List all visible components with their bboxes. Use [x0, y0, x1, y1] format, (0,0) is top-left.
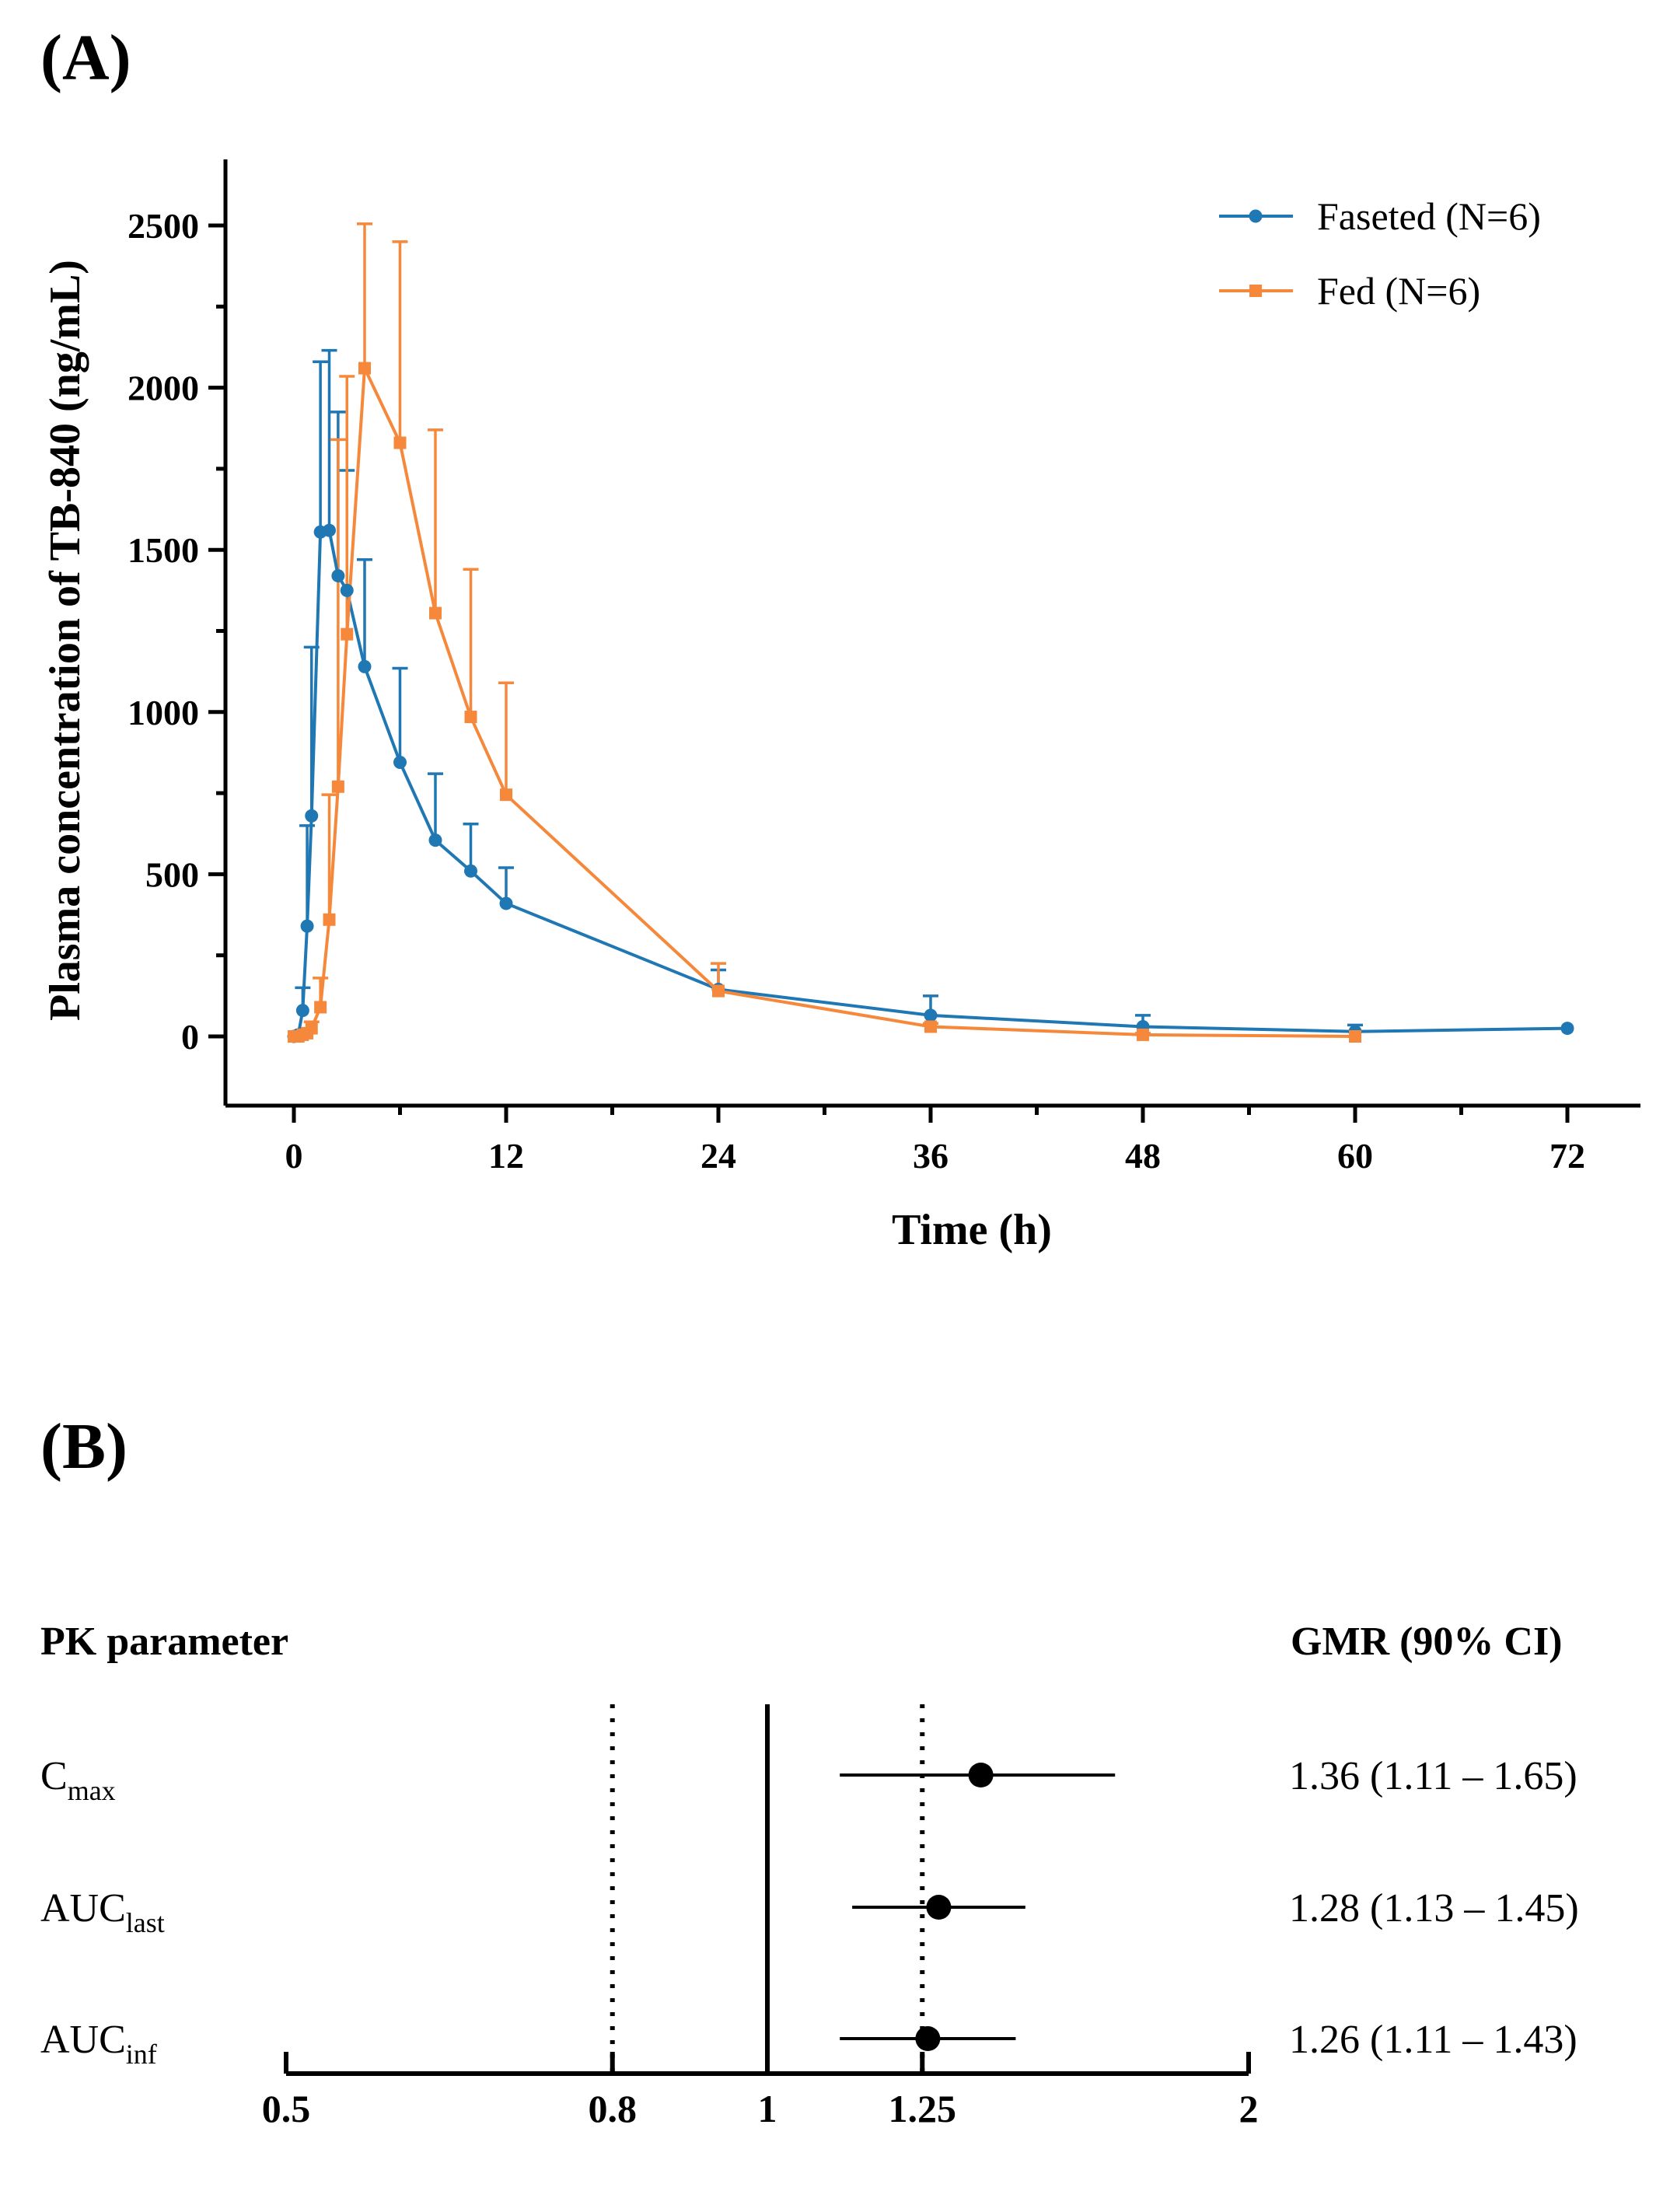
legend-marker-circle	[1249, 209, 1263, 223]
data-point-fasted	[305, 809, 319, 823]
forest-tick-label: 2	[1239, 2087, 1259, 2130]
legend-entry: Faseted (N=6)	[1317, 194, 1541, 238]
y-tick-label: 2000	[128, 369, 199, 408]
data-point-fed	[393, 436, 407, 449]
y-tick-label: 0	[181, 1017, 199, 1057]
x-tick-label: 24	[700, 1136, 736, 1176]
forest-plot: PK parameter GMR (90% CI) Cmax 1.36 (1.11…	[40, 1620, 1579, 2130]
gmr-ci-label: 1.28 (1.13 – 1.45)	[1289, 1886, 1579, 1931]
data-point-fasted	[295, 1004, 309, 1018]
series-line-fasted	[293, 528, 1568, 1038]
row-parameter-label: AUClast	[40, 1886, 165, 1938]
legend-entry: Fed (N=6)	[1317, 269, 1480, 313]
forest-tick-label: 0.8	[588, 2087, 637, 2130]
forest-row: Cmax 1.36 (1.11 – 1.65)	[40, 1754, 1577, 1806]
forest-tick-label: 1.25	[889, 2087, 957, 2130]
panel-b-label: (B)	[40, 1410, 128, 1483]
data-point-fasted	[464, 864, 477, 878]
legend: Faseted (N=6) Fed (N=6)	[1219, 194, 1541, 313]
forest-row: AUCinf 1.26 (1.11 – 1.43)	[40, 2018, 1577, 2070]
line-chart-axes: 0 500 1000 1500 2000 2500 0 12 24 36 48 60 72	[128, 159, 1640, 1176]
y-tick-label: 2500	[128, 206, 199, 246]
forest-row: AUClast 1.28 (1.13 – 1.45)	[40, 1886, 1579, 1938]
forest-tick-label: 0.5	[262, 2087, 311, 2130]
data-point-fasted	[300, 919, 314, 933]
data-point-fed	[358, 362, 371, 375]
row-parameter-label: Cmax	[40, 1754, 116, 1806]
data-point-fasted	[428, 833, 442, 847]
data-point-fed	[712, 984, 725, 998]
y-tick-label: 1000	[128, 693, 199, 732]
gmr-ci-label: 1.26 (1.11 – 1.43)	[1289, 2018, 1577, 2062]
gmr-ci-label: 1.36 (1.11 – 1.65)	[1289, 1754, 1577, 1798]
x-tick-label: 12	[488, 1136, 524, 1176]
data-point-fasted	[323, 523, 336, 537]
data-point-fed	[305, 1022, 318, 1035]
data-point-fasted	[331, 569, 345, 583]
data-point-fed	[464, 711, 477, 724]
panel-a-label: (A)	[40, 22, 131, 94]
data-point-fed	[1349, 1030, 1361, 1043]
data-point-fed	[1137, 1028, 1149, 1041]
data-point-fasted	[393, 755, 407, 769]
parameter-subscript: inf	[126, 2039, 157, 2070]
data-point-fasted	[1560, 1022, 1574, 1036]
x-tick-label: 48	[1125, 1136, 1161, 1176]
parameter-name: AUC	[40, 2018, 126, 2062]
gmr-point	[926, 1895, 952, 1920]
legend-marker-square	[1249, 285, 1262, 297]
x-tick-label: 0	[285, 1136, 303, 1176]
y-tick-label: 500	[145, 854, 199, 894]
line-chart-error-bars	[295, 222, 1363, 1035]
parameter-subscript: max	[68, 1775, 116, 1806]
line-chart-series-lines	[293, 362, 1568, 1038]
data-point-fed	[323, 913, 336, 926]
data-point-fed	[500, 788, 512, 802]
forest-reference-lines	[610, 1704, 925, 2074]
line-chart-markers	[287, 362, 1574, 1043]
series-line-fed	[294, 362, 1356, 1038]
x-tick-label: 72	[1549, 1136, 1585, 1176]
data-point-fed	[314, 1001, 327, 1014]
data-point-fed	[331, 780, 344, 793]
x-tick-label: 60	[1337, 1136, 1373, 1176]
row-parameter-label: AUCinf	[40, 2018, 157, 2070]
data-point-fed	[341, 627, 354, 641]
x-axis-title: Time (h)	[892, 1206, 1052, 1254]
forest-rows: Cmax 1.36 (1.11 – 1.65)AUClast 1.28 (1.13 …	[40, 1754, 1579, 2070]
forest-x-axis: 0.5 0.8 1 1.25 2	[262, 2052, 1259, 2130]
pk-line-chart: 0 500 1000 1500 2000 2500 0 12 24 36 48 60 72 Fasete…	[41, 159, 1640, 1254]
y-axis-title: Plasma concentration of TB-840 (ng/mL)	[41, 260, 89, 1021]
data-point-fed	[429, 606, 442, 620]
forest-tick-label: 1	[758, 2087, 777, 2130]
x-tick-label: 36	[913, 1136, 949, 1176]
data-point-fasted	[499, 896, 513, 910]
parameter-name: AUC	[40, 1886, 126, 1931]
data-point-fasted	[340, 583, 354, 597]
parameter-name: C	[40, 1754, 68, 1798]
y-tick-label: 1500	[128, 530, 199, 570]
gmr-point	[968, 1763, 994, 1787]
data-point-fasted	[358, 659, 372, 673]
gmr-point	[915, 2026, 941, 2051]
data-point-fed	[924, 1020, 937, 1033]
parameter-subscript: last	[126, 1907, 165, 1938]
gmr-header: GMR (90% CI)	[1291, 1620, 1563, 1664]
pk-parameter-header: PK parameter	[40, 1620, 288, 1664]
data-point-fasted	[924, 1008, 938, 1022]
